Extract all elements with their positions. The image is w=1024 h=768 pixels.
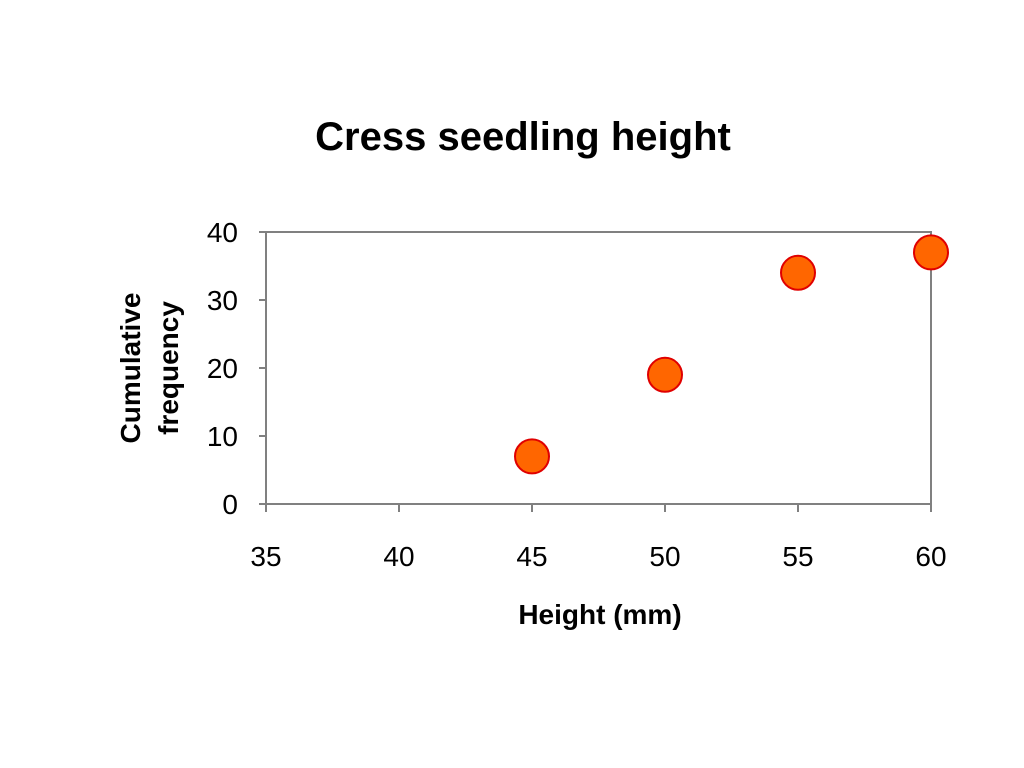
y-tick-label: 0: [222, 489, 238, 520]
data-point-1: [514, 438, 550, 475]
y-tick-label: 40: [207, 217, 238, 248]
x-axis-label: Height (mm): [518, 599, 681, 630]
y-axis-label-line-1: Cumulative: [115, 293, 146, 444]
x-tick-label: 40: [383, 541, 414, 572]
data-point-2: [647, 356, 683, 393]
y-axis-label-line-2: frequency: [153, 301, 184, 435]
x-tick-label: 35: [250, 541, 281, 572]
x-tick-label: 50: [649, 541, 680, 572]
y-tick-label: 20: [207, 353, 238, 384]
data-point-4: [913, 234, 949, 271]
data-point-3: [780, 254, 816, 291]
x-axis: 35 40 45 50 55 60: [250, 504, 947, 572]
y-axis: 0 10 20 30 40: [207, 217, 266, 520]
y-tick-label: 10: [207, 421, 238, 452]
data-points: [514, 234, 949, 475]
x-tick-label: 60: [915, 541, 946, 572]
y-tick-label: 30: [207, 285, 238, 316]
y-axis-label: Cumulative frequency: [115, 293, 184, 444]
plot-area: [265, 231, 932, 505]
x-tick-label: 45: [516, 541, 547, 572]
x-tick-label: 55: [782, 541, 813, 572]
chart-title: Cress seedling height: [315, 115, 731, 159]
